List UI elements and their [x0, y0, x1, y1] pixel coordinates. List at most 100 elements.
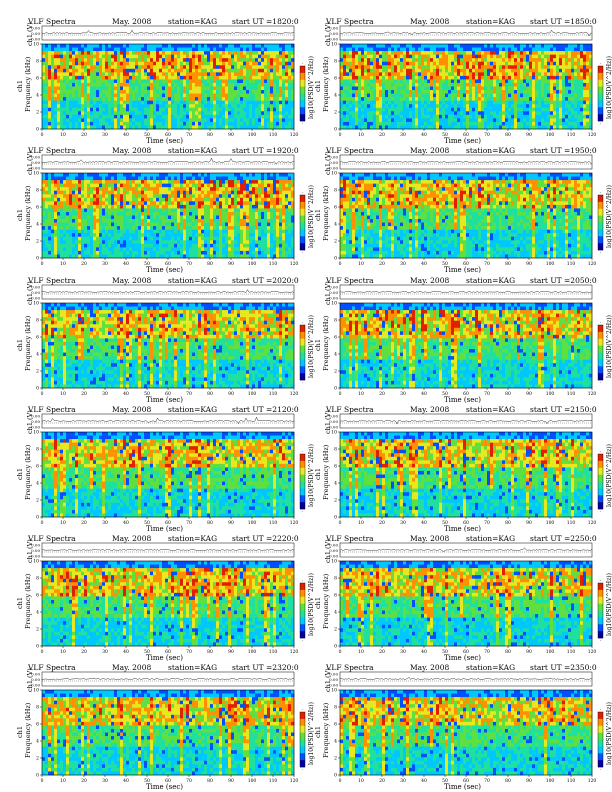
spectrogram-cell [258, 75, 262, 80]
spectrogram-cell [87, 204, 91, 209]
spectrogram-cell [252, 97, 256, 101]
spectrogram-cell [114, 183, 118, 188]
spectrogram-cell [376, 97, 380, 101]
spectrogram-cell [192, 72, 196, 77]
spectrogram-cell [123, 233, 127, 238]
spectrogram-cell [132, 222, 136, 227]
spectrogram-cell [135, 58, 139, 63]
spectrogram-cell [87, 176, 91, 181]
spectrogram-cell [571, 125, 575, 130]
spectrogram-cell [126, 176, 130, 181]
spectrogram-cell [132, 121, 136, 126]
spectrogram-cell [526, 61, 530, 66]
spectrogram-cell [252, 65, 256, 70]
spectrogram-cell [84, 111, 88, 116]
spectrogram-cell [291, 114, 295, 119]
spectrogram-cell [409, 72, 413, 77]
spectrogram-cell [409, 121, 413, 126]
spectrogram-cell [198, 68, 202, 73]
spectrogram-cell [529, 58, 533, 63]
spectrogram-cell [484, 54, 488, 59]
spectrogram-cell [66, 47, 70, 52]
spectrogram-cell [412, 61, 416, 66]
spectrogram-cell [529, 125, 533, 130]
spectrogram-cell [225, 82, 229, 87]
spectrogram-cell [60, 58, 64, 63]
spectrogram-cell [189, 65, 193, 70]
spectrogram-cell [433, 86, 437, 91]
spectrogram-cell [577, 97, 581, 101]
spectrogram-cell [511, 79, 515, 84]
spectrogram-cell [90, 173, 94, 177]
spectrogram-cell [60, 121, 64, 126]
spectrogram-cell [475, 93, 479, 98]
spectrogram-cell [291, 90, 295, 94]
spectrogram-cell [547, 47, 551, 52]
spectrogram-cell [499, 79, 503, 84]
spectrogram-cell [439, 90, 443, 94]
spectrogram-cell [216, 54, 220, 59]
spectrogram-cell [255, 118, 259, 123]
spectrogram-cell [523, 68, 527, 73]
spectrogram-cell [48, 107, 52, 112]
spectrogram-cell [367, 47, 371, 52]
spectrogram-cell [580, 72, 584, 77]
spectrogram-cell [562, 54, 566, 59]
spectrogram-cell [90, 190, 94, 195]
spectrogram-cell [273, 121, 277, 126]
spectrogram-cell [433, 97, 437, 101]
spectrogram-cell [409, 65, 413, 70]
spectrogram-cell [361, 54, 365, 59]
spectrogram-cell [216, 58, 220, 63]
spectrogram-cell [568, 107, 572, 112]
spectrogram-cell [565, 86, 569, 91]
spectrogram-cell [57, 226, 61, 230]
spectrogram-cell [532, 72, 536, 77]
spectrogram-cell [171, 118, 175, 123]
spectrogram-cell [282, 125, 286, 130]
spectrogram-cell [358, 65, 362, 70]
spectrogram-cell [243, 47, 247, 52]
spectrogram-cell [204, 47, 208, 52]
spectrogram-cell [138, 180, 142, 184]
spectrogram-cell [63, 47, 67, 52]
spectrogram-cell [361, 114, 365, 119]
spectrogram-cell [430, 51, 434, 55]
spectrogram-cell [96, 222, 100, 227]
spectrogram-cell [553, 58, 557, 63]
spectrogram-cell [577, 75, 581, 80]
spectrogram-cell [57, 79, 61, 84]
spectrogram-cell [57, 240, 61, 245]
spectrogram-cell [195, 61, 199, 66]
colorbar-swatch [300, 86, 305, 94]
spectrogram-cell [481, 61, 485, 66]
spectrogram-cell [400, 90, 404, 94]
spectrogram-cell [51, 51, 55, 55]
spectrogram-cell [138, 247, 142, 252]
spectrogram-cell [556, 44, 560, 48]
spectrogram-cell [544, 118, 548, 123]
spectrogram-cell [159, 86, 163, 91]
spectrogram-cell [54, 173, 58, 177]
spectrogram-cell [108, 86, 112, 91]
spectrogram-cell [147, 82, 151, 87]
spectrogram-cell [186, 107, 190, 112]
spectrogram-cell [285, 44, 289, 48]
spectrogram-cell [288, 47, 292, 52]
spectrogram-cell [574, 61, 578, 66]
spectrogram-cell [523, 125, 527, 130]
spectrogram-cell [87, 247, 91, 252]
spectrogram-cell [355, 72, 359, 77]
spectrogram-cell [51, 183, 55, 188]
spectrogram-cell [532, 104, 536, 109]
spectrogram-cell [123, 236, 127, 241]
spectrogram-cell [367, 61, 371, 66]
spectrogram-cell [451, 75, 455, 80]
spectrogram-cell [252, 100, 256, 105]
spectrogram-cell [126, 58, 130, 63]
spectrogram-cell [291, 72, 295, 77]
spectrogram-cell [57, 114, 61, 119]
spectrogram-cell [72, 197, 76, 202]
spectrogram-cell [177, 58, 181, 63]
spectrogram-cell [183, 47, 187, 52]
